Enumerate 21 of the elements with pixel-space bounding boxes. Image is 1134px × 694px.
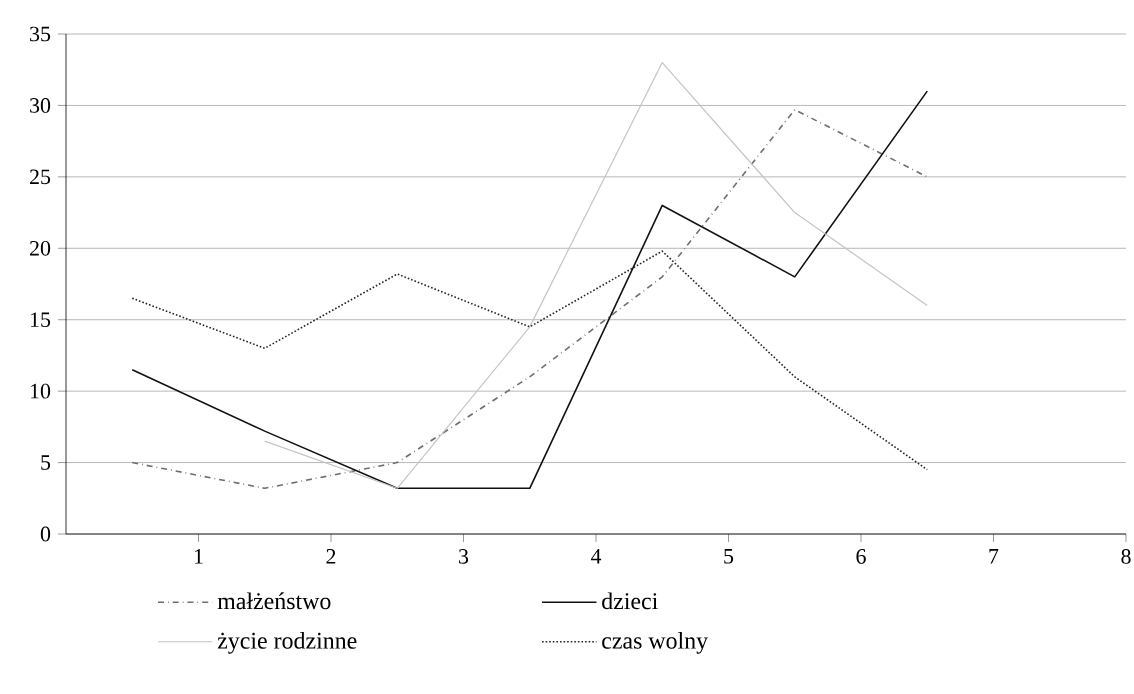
x-tick-label: 2 <box>326 549 336 564</box>
legend-label: życie rodzinne <box>217 631 357 654</box>
x-tick-label: 3 <box>459 549 469 564</box>
x-tick-label: 5 <box>724 549 734 564</box>
y-tick-label: 0 <box>40 526 51 542</box>
y-tick-label: 15 <box>30 312 51 328</box>
y-tick-label: 25 <box>30 169 51 185</box>
y-tick-label: 30 <box>30 98 51 113</box>
y-tick-label: 20 <box>30 240 51 256</box>
y-tick-label: 10 <box>30 383 51 399</box>
x-tick-label: 1 <box>194 549 203 564</box>
legend-label: małżeństwo <box>217 592 331 610</box>
legend-label: czas wolny <box>602 631 709 654</box>
y-tick-label: 35 <box>30 26 51 42</box>
x-tick-label: 4 <box>590 549 602 564</box>
x-tick-label: 8 <box>1121 549 1131 564</box>
x-tick-label: 7 <box>989 549 999 564</box>
line-series <box>264 61 928 489</box>
y-tick-label: 5 <box>41 455 51 470</box>
legend-label: dzieci <box>602 592 658 610</box>
x-tick-label: 6 <box>856 549 866 564</box>
